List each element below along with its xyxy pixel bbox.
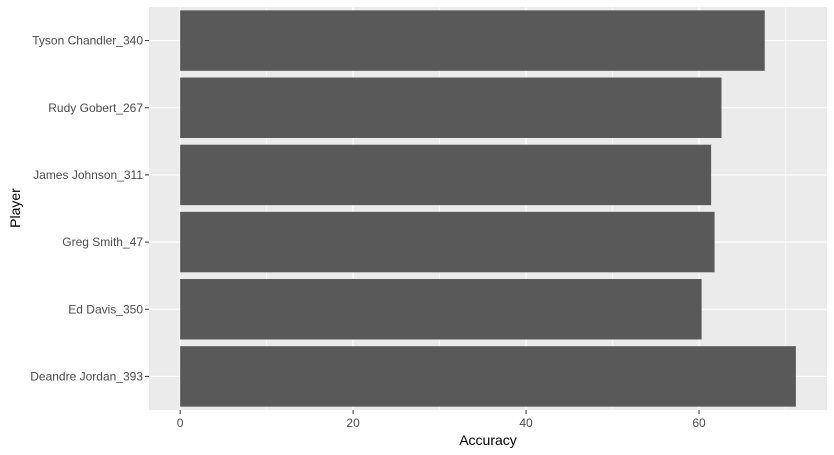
bar [180,211,715,273]
bar [180,279,702,340]
y-tick-label: Greg Smith_47 [62,235,143,249]
y-axis: Deandre Jordan_393 Ed Davis_350 Greg Smith… [30,34,149,383]
y-tick-label: James Johnson_311 [33,168,143,182]
y-tick-label: Rudy Gobert_267 [48,101,143,115]
x-tick-label: 40 [519,416,533,430]
bar [180,144,712,206]
bars [180,10,796,407]
bar [180,77,722,138]
x-axis-title: Accuracy [459,432,517,448]
y-axis-title: Player [7,188,23,228]
bar [180,10,765,71]
x-tick-label: 60 [692,416,706,430]
y-tick-label: Deandre Jordan_393 [30,369,143,383]
x-tick-label: 0 [177,416,184,430]
plot-panel [149,7,827,410]
y-tick-label: Tyson Chandler_340 [32,34,143,48]
bar [180,346,796,407]
minor-gridlines [266,7,786,410]
x-axis: 0 20 40 60 [177,410,706,430]
x-tick-label: 20 [346,416,360,430]
y-tick-label: Ed Davis_350 [68,302,143,316]
